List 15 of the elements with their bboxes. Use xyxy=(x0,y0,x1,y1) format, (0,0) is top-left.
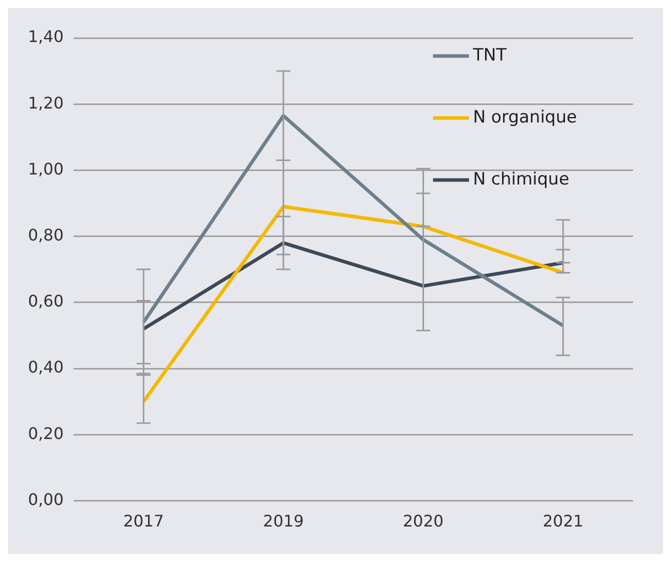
y-tick-label: 0,80 xyxy=(28,226,64,244)
y-tick-label: 1,20 xyxy=(28,93,64,112)
legend-label: N organique xyxy=(473,107,577,128)
x-tick-label: 2019 xyxy=(263,512,304,531)
y-tick-label: 0,00 xyxy=(28,490,64,509)
legend-label: TNT xyxy=(472,45,508,66)
x-tick-label: 2020 xyxy=(402,512,444,531)
y-tick-label: 0,60 xyxy=(28,292,64,311)
y-tick-label: 0,20 xyxy=(28,424,64,443)
y-tick-label: 1,00 xyxy=(28,159,64,178)
x-tick-label: 2017 xyxy=(123,512,164,531)
x-tick-label: 2021 xyxy=(542,512,584,531)
y-tick-label: 0,40 xyxy=(28,358,64,377)
legend-label: N chimique xyxy=(473,169,570,190)
y-tick-label: 1,40 xyxy=(28,27,64,46)
